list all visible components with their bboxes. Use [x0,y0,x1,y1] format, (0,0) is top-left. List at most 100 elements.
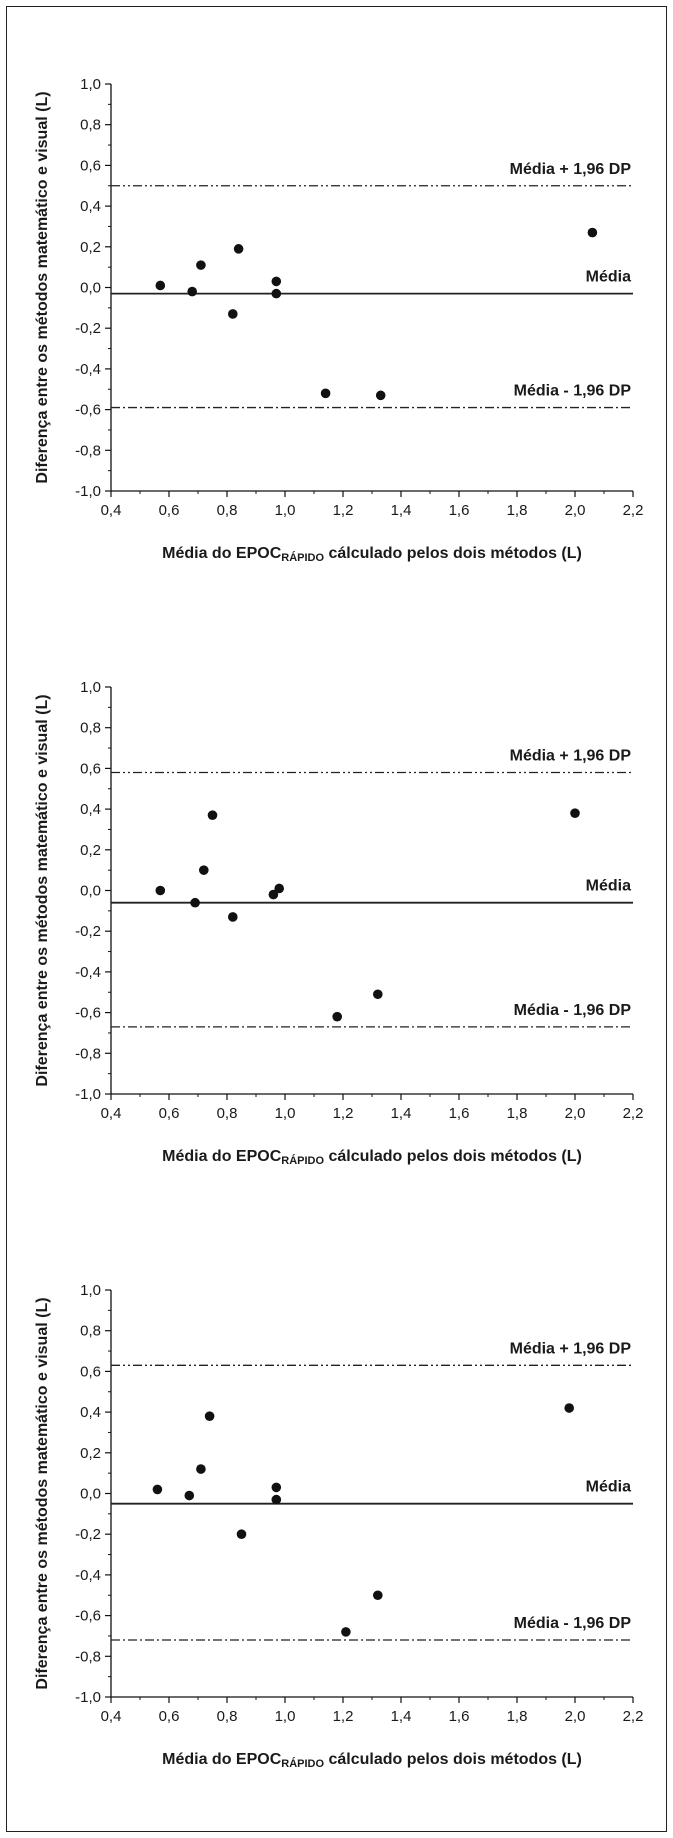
x-tick-label: 2,0 [565,1708,586,1725]
y-tick-label: 0,2 [80,239,101,256]
x-tick-label: 2,2 [623,1105,644,1122]
data-point [152,1484,163,1495]
lower-limit-label: Média - 1,96 DP [514,1615,632,1632]
data-point [268,889,279,900]
y-tick-label: -0,6 [75,402,101,419]
y-tick-label: 1,0 [80,679,101,696]
y-tick-label: 0,0 [80,280,101,297]
y-tick-label: -0,8 [75,1648,101,1665]
x-axis-title: Média do EPOCRÁPIDO cálculado pelos dois… [162,545,582,564]
y-axis-title: Diferença entre os métodos matemático e … [34,91,51,483]
data-point [155,280,166,291]
y-tick-label: 0,6 [80,760,101,777]
y-tick-label: -0,2 [75,1526,101,1543]
x-tick-label: 1,4 [391,1105,412,1122]
data-point [587,227,598,238]
figure-frame: 1,0 0,8 0,6 0,4 0,2 0,0 -0,2 -0,4 -0,6 -0,8 -1,0 0,… [6,6,667,1832]
lower-limit-label: Média - 1,96 DP [514,1002,632,1019]
y-tick-label: 0,8 [80,1323,101,1340]
y-tick-label: 1,0 [80,1282,101,1299]
x-tick-label: 1,0 [275,502,296,519]
x-tick-label: 0,8 [217,1708,238,1725]
x-tick-label: 2,0 [565,502,586,519]
data-point [236,1529,247,1539]
data-point [332,1011,343,1022]
y-tick-label: -0,4 [75,361,101,378]
data-point [320,388,331,399]
mean-label: Média [586,269,631,286]
y-tick-label: -0,2 [75,923,101,940]
data-point [570,808,580,818]
y-tick-label: 0,2 [80,1445,101,1462]
data-point [204,1411,215,1421]
y-tick-label: 0,0 [80,883,101,900]
y-tick-label: -0,4 [75,1567,101,1584]
data-point [271,288,282,299]
x-tick-label: 2,2 [623,1708,644,1725]
x-axis-title-rest: cálculado pelos dois métodos (L) [324,545,582,562]
y-axis-title: Diferença entre os métodos matemático e … [34,694,51,1086]
x-axis-title-main: Média do EPOC [162,1148,282,1165]
data-point [228,912,238,922]
data-point [233,244,244,254]
x-tick-label: 0,4 [101,1105,122,1122]
y-tick-label: -0,8 [75,442,101,459]
data-point [271,276,282,287]
x-tick-label: 2,0 [565,1105,586,1122]
y-tick-label: -0,4 [75,964,101,981]
data-point [341,1627,351,1637]
data-point [187,286,197,297]
x-tick-label: 0,4 [101,1708,122,1725]
data-point [271,1494,282,1505]
bland-altman-plot-3: 1,00,80,60,40,20,0-0,2-0,4-0,6-0,8-1,00,… [34,1282,644,1770]
x-tick-label: 1,2 [333,502,354,519]
x-tick-label: 0,6 [159,1105,180,1122]
y-tick-label: 0,8 [80,720,101,737]
bland-altman-plot-2: 1,00,80,60,40,20,0-0,2-0,4-0,6-0,8-1,00,… [34,679,644,1167]
x-tick-label: 1,8 [507,1708,528,1725]
x-tick-label: 1,4 [391,502,412,519]
y-tick-label: 0,6 [80,157,101,174]
x-tick-label: 1,0 [275,1708,296,1725]
x-axis-title: Média do EPOCRÁPIDO cálculado pelos dois… [162,1751,582,1770]
y-tick-label: -1,0 [75,1689,101,1706]
y-tick-label: -0,6 [75,1608,101,1625]
y-tick-label: -0,2 [75,320,101,337]
x-tick-label: 0,6 [159,502,180,519]
bland-altman-plot-1: 1,00,80,60,40,20,0-0,2-0,4-0,6-0,8-1,00,… [34,76,644,564]
x-tick-label: 0,8 [217,502,238,519]
data-point [228,309,238,319]
y-tick-label: -0,6 [75,1005,101,1022]
x-axis-title-subscript: RÁPIDO [281,1154,324,1167]
data-point [564,1403,574,1413]
y-tick-label: 0,6 [80,1363,101,1380]
data-point [196,1464,206,1474]
upper-limit-label: Média + 1,96 DP [510,161,632,178]
x-tick-label: 1,6 [449,1105,470,1122]
upper-limit-label: Média + 1,96 DP [510,747,632,764]
data-point [155,885,166,896]
x-tick-label: 1,8 [507,502,528,519]
x-axis-title-subscript: RÁPIDO [281,1757,324,1770]
data-point [190,897,200,908]
x-tick-label: 1,0 [275,1105,296,1122]
data-point [184,1490,195,1501]
y-tick-label: 0,4 [80,198,101,215]
x-tick-label: 0,8 [217,1105,238,1122]
mean-label: Média [586,1479,631,1496]
data-point [274,883,285,894]
y-tick-label: 1,0 [80,76,101,93]
y-tick-label: 0,8 [80,117,101,134]
x-tick-label: 0,6 [159,1708,180,1725]
data-point [375,390,386,401]
data-point [207,810,218,821]
y-tick-label: 0,4 [80,801,101,818]
x-tick-label: 0,4 [101,502,122,519]
data-point [373,989,383,1000]
data-point [196,260,206,270]
lower-limit-label: Média - 1,96 DP [514,383,632,400]
x-tick-label: 2,2 [623,502,644,519]
x-tick-label: 1,2 [333,1708,354,1725]
x-tick-label: 1,8 [507,1105,528,1122]
data-point [271,1482,282,1493]
